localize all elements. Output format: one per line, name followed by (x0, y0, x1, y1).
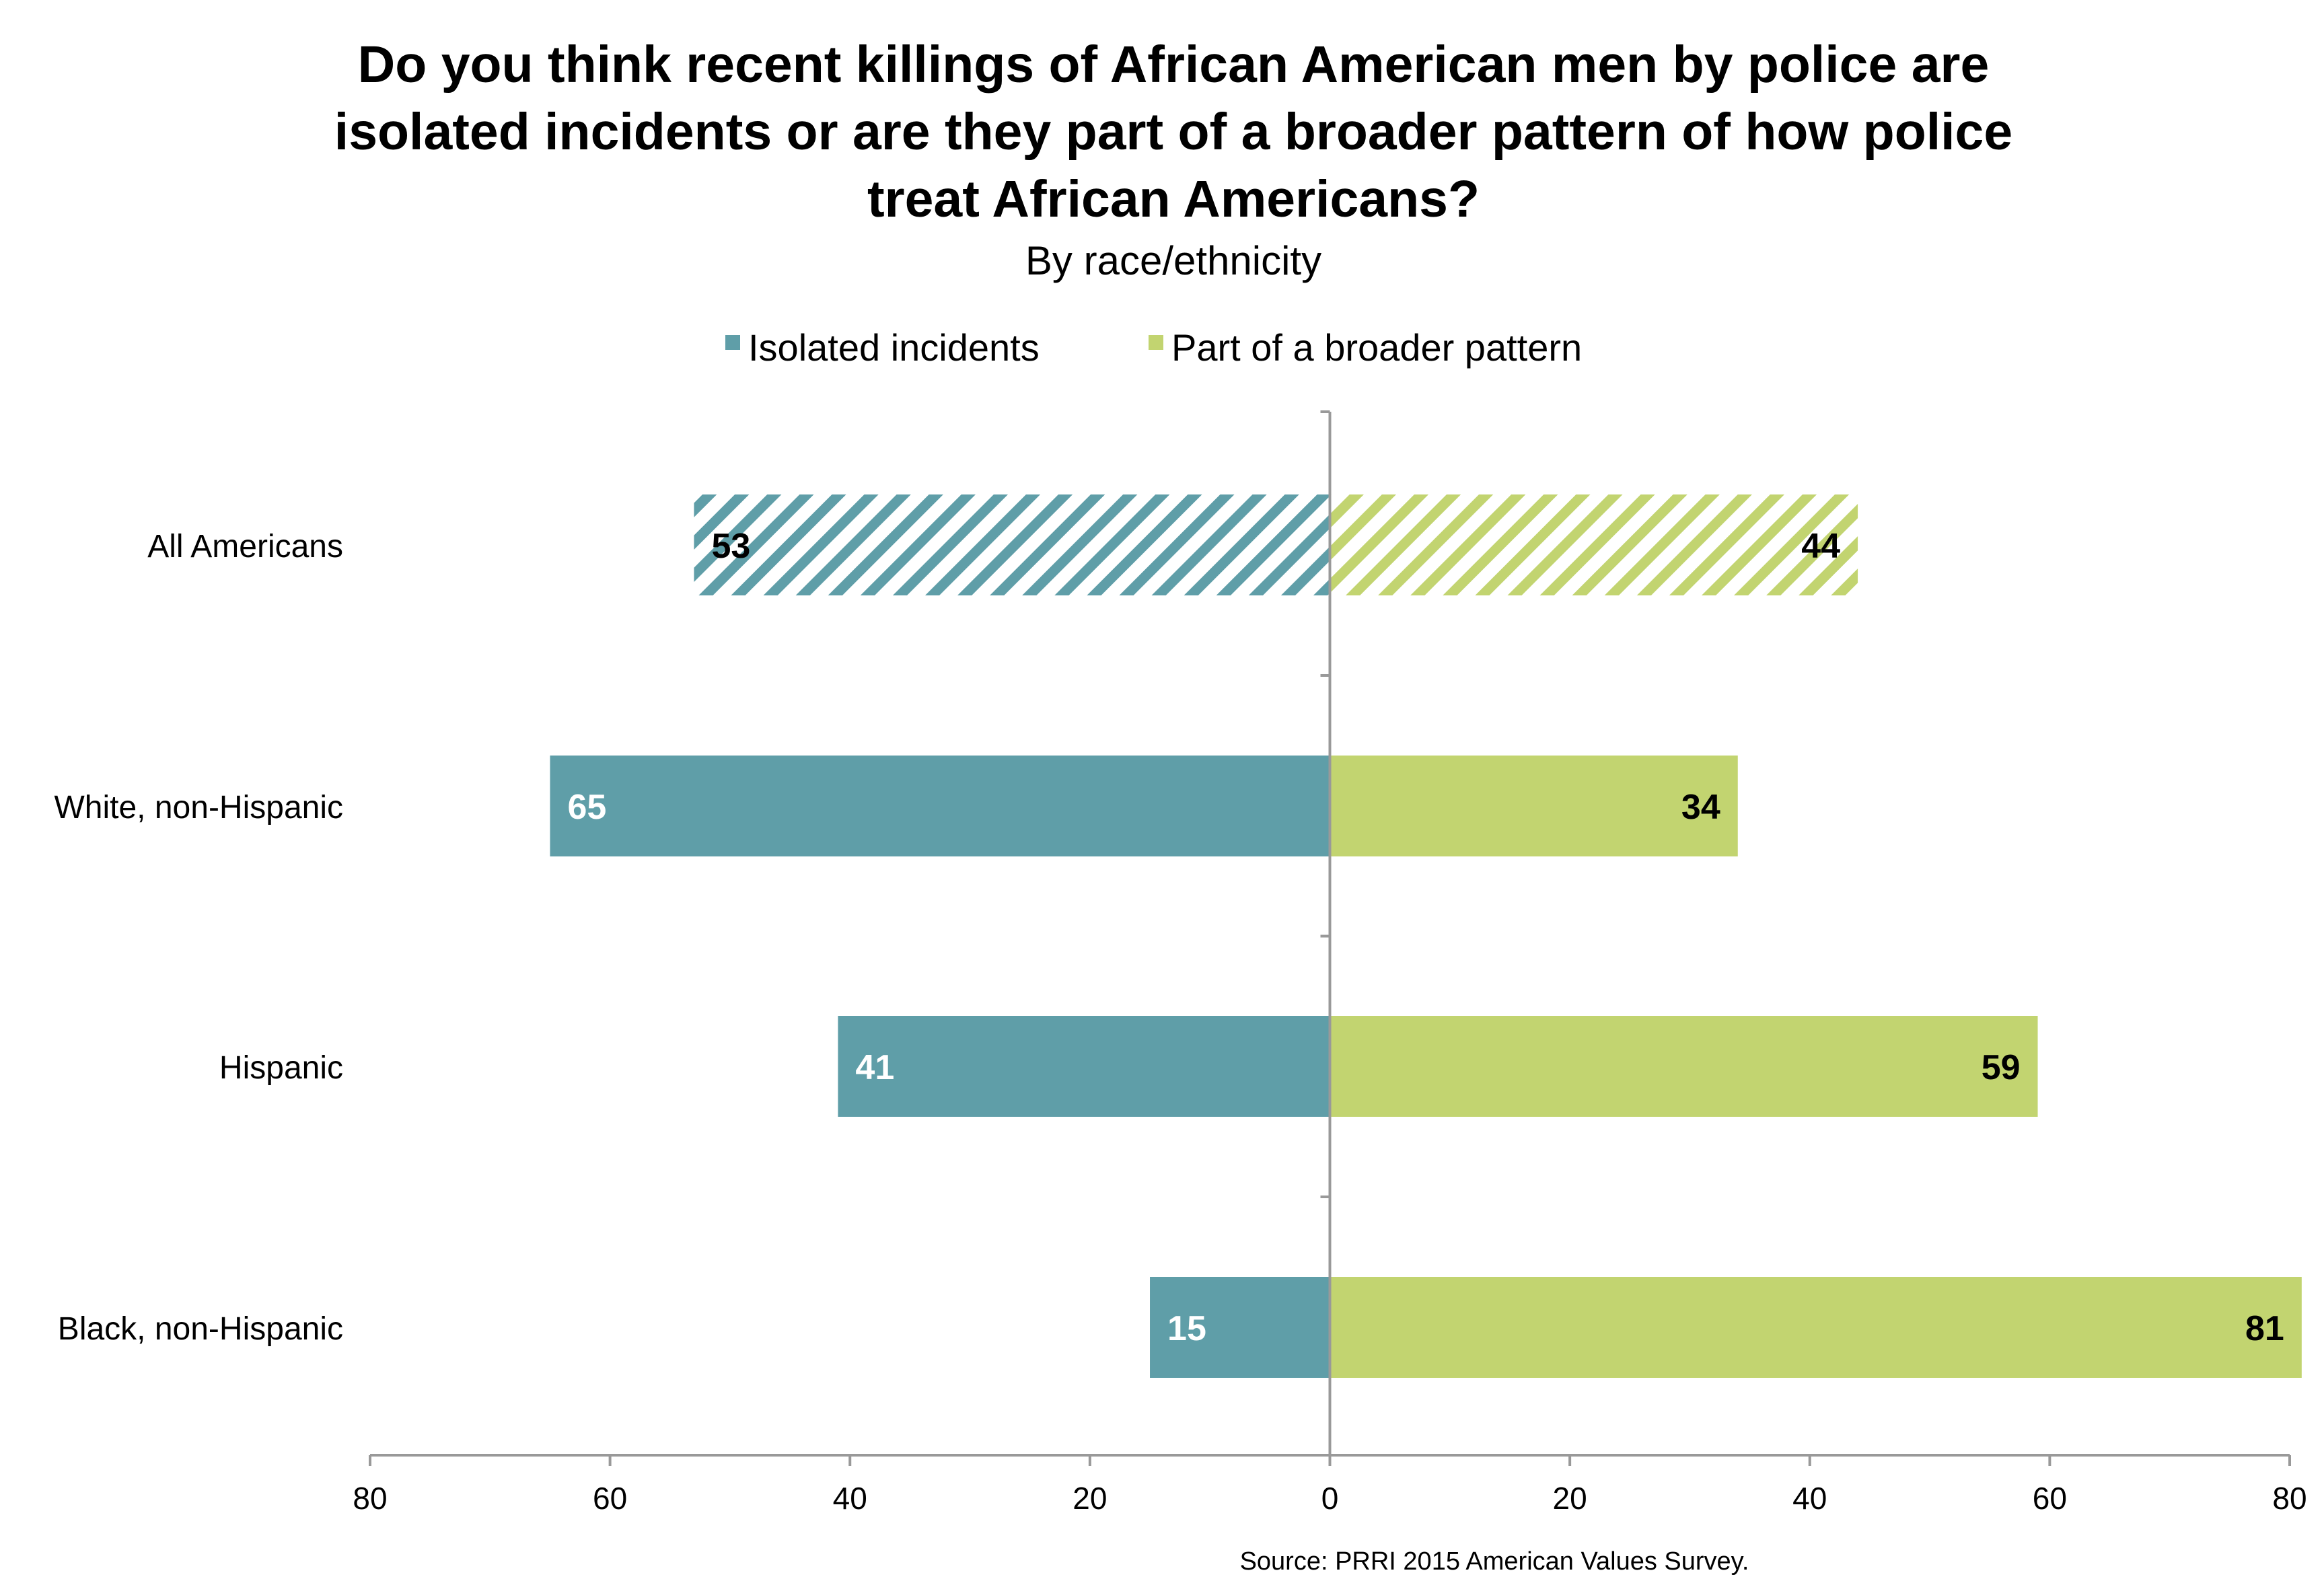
x-tick-label-8: 60 (2033, 1481, 2067, 1516)
x-tick-label-2: 60 (593, 1481, 627, 1516)
category-label-4: Black, non-Hispanic (58, 1311, 343, 1347)
bar-isolated-3 (838, 1016, 1330, 1117)
x-tick-label-6: 20 (1553, 1481, 1587, 1516)
bar-pattern-1 (1330, 494, 1858, 595)
legend-swatch-isolated (725, 335, 740, 350)
value-label-pattern-3: 59 (1982, 1048, 2021, 1087)
x-tick-label-3: 40 (833, 1481, 867, 1516)
x-tick-label-9: 80 (2272, 1481, 2307, 1516)
chart-title-line-1: Do you think recent killings of African … (358, 36, 1990, 94)
legend: Isolated incidents Part of a broader pat… (725, 326, 1582, 369)
category-label-3: Hispanic (219, 1050, 343, 1086)
legend-swatch-pattern (1149, 335, 1163, 350)
category-label-1: All Americans (147, 529, 343, 564)
legend-label-isolated: Isolated incidents (748, 326, 1040, 369)
value-label-isolated-4: 15 (1167, 1309, 1206, 1348)
source-note: Source: PRRI 2015 American Values Survey… (1240, 1547, 1749, 1576)
x-tick-label-1: 80 (353, 1481, 387, 1516)
x-tick-label-7: 40 (1792, 1481, 1827, 1516)
bar-pattern-3 (1330, 1016, 2038, 1117)
chart-title-line-3: treat African Americans? (867, 170, 1480, 228)
bar-pattern-2 (1330, 756, 1738, 856)
legend-label-pattern: Part of a broader pattern (1171, 326, 1582, 369)
category-label-2: White, non-Hispanic (54, 790, 343, 825)
value-label-pattern-2: 34 (1681, 788, 1720, 827)
bar-isolated-1 (694, 494, 1330, 595)
bar-isolated-2 (550, 756, 1330, 856)
value-label-pattern-1: 44 (1801, 527, 1840, 566)
value-label-pattern-4: 81 (2245, 1309, 2284, 1348)
plot-area: 53 44 All Americans 65 34 White, non-Hispanic… (54, 410, 2307, 1516)
chart-title-line-2: isolated incidents or are they part of a… (334, 103, 2012, 161)
x-tick-label-5: 0 (1321, 1481, 1339, 1516)
bar-isolated-4 (1150, 1277, 1330, 1378)
chart-title: Do you think recent killings of African … (334, 36, 2012, 228)
value-label-isolated-2: 65 (567, 788, 606, 827)
x-tick-label-4: 20 (1073, 1481, 1107, 1516)
value-label-isolated-1: 53 (711, 527, 750, 566)
value-label-isolated-3: 41 (855, 1048, 894, 1087)
chart-subtitle: By race/ethnicity (1025, 238, 1321, 283)
bar-pattern-4 (1330, 1277, 2302, 1378)
